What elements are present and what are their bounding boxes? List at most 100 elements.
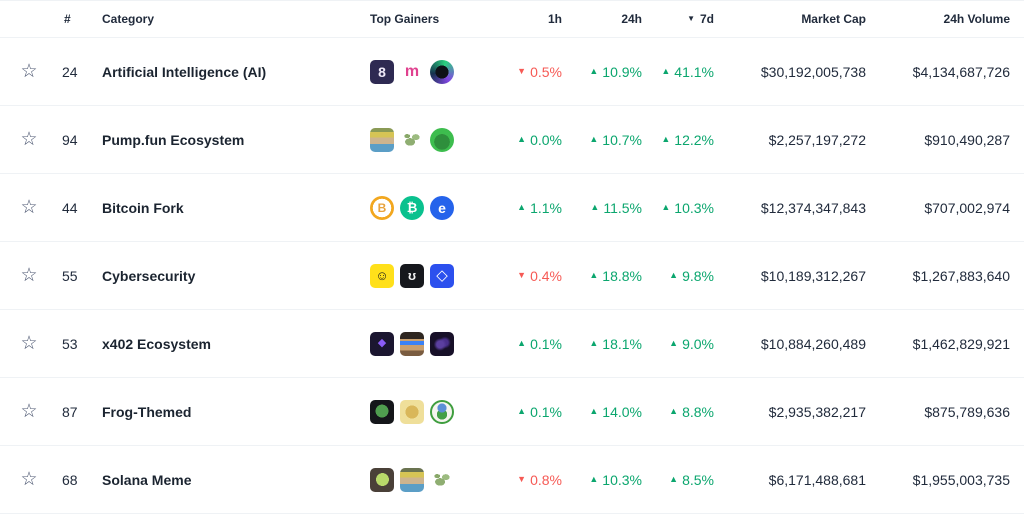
- change-arrow-icon: ▲: [669, 474, 679, 484]
- change-arrow-icon: ▲: [661, 66, 671, 76]
- favorite-star-icon[interactable]: ☆: [20, 61, 38, 82]
- yellow-tiger-coin[interactable]: ☺: [370, 263, 394, 288]
- yellow-cap-character-coin[interactable]: [370, 127, 394, 152]
- change-arrow-icon: ▲: [589, 338, 599, 348]
- green-purple-ring-coin[interactable]: [430, 59, 454, 84]
- change-arrow-icon: ▲: [517, 406, 527, 416]
- favorite-star-icon[interactable]: ☆: [20, 469, 38, 490]
- top-gainers-icons: ☺ ʊ ◇: [364, 263, 482, 288]
- change-arrow-icon: ▲: [589, 270, 599, 280]
- sort-desc-icon: ▼: [687, 14, 695, 23]
- table-header: # Category Top Gainers 1h 24h ▼ 7d Marke…: [0, 0, 1024, 38]
- market-cap: $6,171,488,681: [768, 471, 866, 488]
- change-arrow-icon: ▲: [669, 406, 679, 416]
- category-name[interactable]: Solana Meme: [102, 471, 192, 488]
- category-name[interactable]: Cybersecurity: [102, 267, 196, 284]
- rank: 55: [62, 267, 78, 284]
- category-name[interactable]: Pump.fun Ecosystem: [102, 131, 245, 148]
- category-row[interactable]: ☆ 53 x402 Ecosystem ◆ ▲ 0.1% ▲ 18.1% ▲ 9…: [0, 310, 1024, 378]
- category-row[interactable]: ☆ 55 Cybersecurity ☺ ʊ ◇ ▼ 0.4% ▲ 18.8% ▲ …: [0, 242, 1024, 310]
- market-cap: $10,884,260,489: [760, 335, 866, 352]
- favorite-cell: ☆: [0, 402, 58, 421]
- favorite-star-icon[interactable]: ☆: [20, 265, 38, 286]
- change-arrow-icon: ▲: [517, 338, 527, 348]
- category-name[interactable]: Bitcoin Fork: [102, 199, 184, 216]
- volume-24h: $910,490,287: [924, 131, 1010, 148]
- header-1h[interactable]: 1h: [547, 12, 562, 26]
- purple-prism-coin[interactable]: ◆: [370, 331, 394, 356]
- rank: 44: [62, 199, 78, 216]
- ecash-coin[interactable]: e: [430, 195, 454, 220]
- blue-hexagon-coin[interactable]: ◇: [430, 263, 454, 288]
- green-dragon-coin[interactable]: [400, 127, 424, 152]
- pepe-coin[interactable]: [370, 399, 394, 424]
- gradient-m-coin[interactable]: m: [400, 59, 424, 84]
- dark-purple-8-coin[interactable]: 8: [370, 59, 394, 84]
- top-gainers-icons: B ₿ e: [364, 195, 482, 220]
- green-egg-coin[interactable]: [370, 467, 394, 492]
- favorite-star-icon[interactable]: ☆: [20, 401, 38, 422]
- header-rank[interactable]: #: [64, 12, 71, 26]
- header-category[interactable]: Category: [102, 12, 155, 26]
- beanie-frog-coin[interactable]: [430, 399, 454, 424]
- rank: 94: [62, 131, 78, 148]
- bitcoin-cash-coin[interactable]: ₿: [400, 195, 424, 220]
- header-market-cap[interactable]: Market Cap: [801, 12, 866, 26]
- market-cap: $2,935,382,217: [768, 403, 866, 420]
- change-24h: ▲ 10.3%: [562, 472, 642, 488]
- category-row[interactable]: ☆ 44 Bitcoin Fork B ₿ e ▲ 1.1% ▲ 11.5% ▲ 1…: [0, 174, 1024, 242]
- change-value: 11.5%: [603, 199, 642, 216]
- green-ogre-coin[interactable]: [430, 127, 454, 152]
- header-7d-label: 7d: [699, 12, 714, 26]
- change-value: 1.1%: [530, 199, 562, 216]
- change-1h: ▲ 1.1%: [482, 200, 562, 216]
- yellow-hood-frog-coin[interactable]: [400, 399, 424, 424]
- favorite-star-icon[interactable]: ☆: [20, 197, 38, 218]
- category-name[interactable]: Frog-Themed: [102, 403, 192, 420]
- favorite-star-icon[interactable]: ☆: [20, 333, 38, 354]
- change-arrow-icon: ▼: [517, 66, 527, 76]
- top-gainers-icons: [364, 127, 482, 152]
- volume-24h: $875,789,636: [924, 403, 1010, 420]
- header-24h[interactable]: 24h: [621, 12, 642, 26]
- volume-24h: $1,462,829,921: [912, 335, 1010, 352]
- change-1h: ▲ 0.1%: [482, 404, 562, 420]
- pixel-avatar-glasses-coin[interactable]: [400, 331, 424, 356]
- change-arrow-icon: ▼: [517, 270, 527, 280]
- change-1h: ▲ 0.0%: [482, 132, 562, 148]
- black-squiggle-coin[interactable]: ʊ: [400, 263, 424, 288]
- change-value: 10.9%: [602, 63, 642, 80]
- change-arrow-icon: ▲: [589, 134, 599, 144]
- change-arrow-icon: ▲: [589, 406, 599, 416]
- dark-glow-coin[interactable]: [430, 331, 454, 356]
- category-row[interactable]: ☆ 87 Frog-Themed ▲ 0.1% ▲ 14.0% ▲ 8.8% $…: [0, 378, 1024, 446]
- change-value: 12.2%: [674, 131, 714, 148]
- change-value: 8.8%: [682, 403, 714, 420]
- market-cap: $10,189,312,267: [760, 267, 866, 284]
- change-24h: ▲ 14.0%: [562, 404, 642, 420]
- change-value: 0.1%: [530, 335, 562, 352]
- change-arrow-icon: ▲: [589, 66, 599, 76]
- change-arrow-icon: ▲: [517, 134, 527, 144]
- favorite-cell: ☆: [0, 334, 58, 353]
- category-name[interactable]: x402 Ecosystem: [102, 335, 211, 352]
- change-value: 0.4%: [530, 267, 562, 284]
- change-value: 8.5%: [682, 471, 714, 488]
- change-24h: ▲ 10.9%: [562, 64, 642, 80]
- green-dragon-coin[interactable]: [430, 467, 454, 492]
- volume-24h: $707,002,974: [924, 199, 1010, 216]
- category-row[interactable]: ☆ 94 Pump.fun Ecosystem ▲ 0.0% ▲ 10.7% ▲…: [0, 106, 1024, 174]
- yellow-cap-character-coin[interactable]: [400, 467, 424, 492]
- category-row[interactable]: ☆ 68 Solana Meme ▼ 0.8% ▲ 10.3% ▲ 8.5% $…: [0, 446, 1024, 514]
- market-cap: $12,374,347,843: [760, 199, 866, 216]
- header-7d[interactable]: ▼ 7d: [642, 12, 714, 26]
- change-1h: ▼ 0.5%: [482, 64, 562, 80]
- change-value: 0.0%: [530, 131, 562, 148]
- bitcoin-gold-coin[interactable]: B: [370, 195, 394, 220]
- change-24h: ▲ 10.7%: [562, 132, 642, 148]
- category-name[interactable]: Artificial Intelligence (AI): [102, 63, 267, 80]
- favorite-star-icon[interactable]: ☆: [20, 129, 38, 150]
- header-24h-volume[interactable]: 24h Volume: [943, 12, 1010, 26]
